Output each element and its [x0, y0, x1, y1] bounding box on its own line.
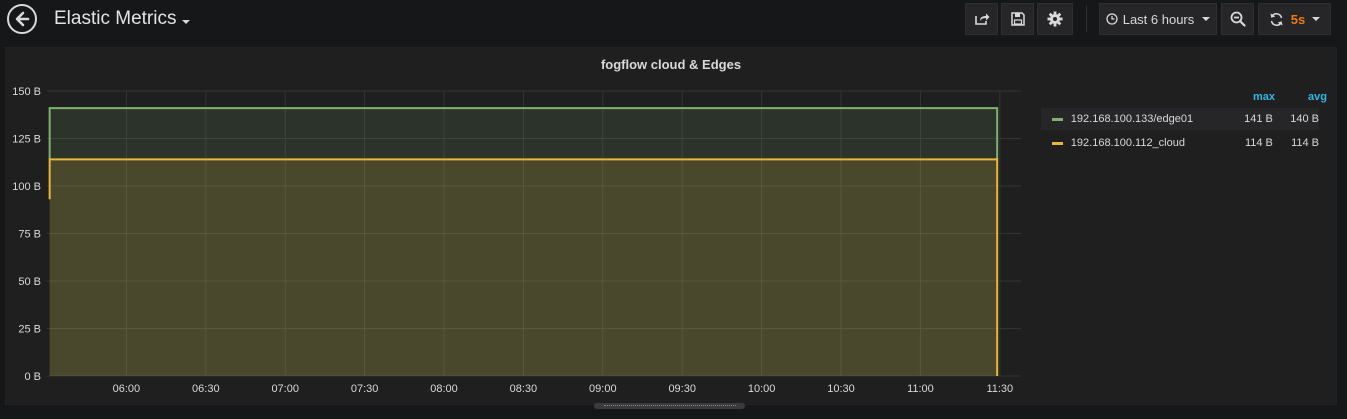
caret-down-icon — [1202, 17, 1211, 21]
series-area — [49, 108, 998, 376]
graph-panel: fogflow cloud & Edges 0 B 25 B 50 B 75 B 100… — [5, 47, 1337, 405]
series-area — [49, 159, 998, 376]
x-tick-label: 11:30 — [986, 383, 1013, 395]
legend-series-max: 141 B — [1244, 113, 1273, 125]
y-tick-label: 50 B — [18, 276, 41, 288]
dashboard-navbar: Elastic Metrics — [0, 0, 1347, 40]
x-tick-label: 10:30 — [827, 383, 855, 395]
back-button[interactable] — [7, 4, 37, 34]
x-tick-label: 08:30 — [510, 383, 538, 395]
legend-series-swatch[interactable] — [1052, 117, 1063, 121]
dashboard-title: Elastic Metrics — [54, 8, 177, 29]
legend-series-avg: 140 B — [1290, 113, 1319, 125]
y-tick-label: 0 B — [24, 371, 41, 383]
legend-series-avg: 114 B — [1291, 137, 1319, 149]
panel-title[interactable]: fogflow cloud & Edges — [600, 57, 742, 72]
legend-series-swatch[interactable] — [1052, 141, 1063, 145]
caret-down-icon — [182, 20, 191, 24]
x-tick-label: 09:00 — [589, 383, 617, 395]
x-tick-label: 11:00 — [907, 383, 934, 395]
panel-resize-handle[interactable] — [594, 403, 745, 409]
settings-button[interactable] — [1037, 3, 1073, 35]
floppy-disk-icon — [1010, 12, 1025, 26]
series-line — [48, 158, 999, 376]
y-tick-label: 75 B — [18, 229, 41, 241]
x-tick-label: 08:00 — [430, 383, 458, 395]
y-tick-label: 125 B — [12, 134, 41, 146]
gear-icon — [1047, 11, 1063, 27]
x-tick-label: 06:30 — [192, 383, 220, 395]
x-tick-label: 07:30 — [351, 383, 379, 395]
x-tick-label: 10:00 — [748, 383, 776, 395]
caret-down-icon — [1312, 17, 1321, 21]
series-line — [48, 107, 999, 160]
legend-series-label[interactable]: 192.168.100.112_cloud — [1070, 137, 1185, 149]
x-tick-label: 06:00 — [113, 383, 141, 395]
refresh-icon — [1270, 12, 1283, 26]
y-tick-label: 25 B — [18, 324, 41, 336]
resize-grip — [603, 404, 736, 408]
share-button[interactable] — [965, 3, 998, 35]
x-tick-label: 09:30 — [668, 383, 696, 395]
time-range-label: Last 6 hours — [1122, 11, 1195, 27]
dashboard-title-dropdown[interactable]: Elastic Metrics — [54, 8, 191, 30]
legend-series-max: 114 B — [1244, 137, 1273, 149]
x-tick-label: 07:00 — [271, 383, 299, 395]
refresh-picker[interactable]: 5s — [1258, 3, 1331, 35]
time-range-picker[interactable]: Last 6 hours — [1099, 3, 1217, 35]
y-tick-label: 100 B — [12, 181, 41, 193]
arrow-left-icon — [15, 11, 30, 27]
navbar-divider — [1086, 6, 1087, 32]
legend-series-label[interactable]: 192.168.100.133/edge01 — [1070, 113, 1194, 125]
share-icon — [974, 13, 989, 25]
legend-series-row[interactable]: 192.168.100.112_cloud 114 B 114 B — [1041, 132, 1319, 154]
refresh-interval: 5s — [1290, 11, 1306, 27]
legend-series-row[interactable]: 192.168.100.133/edge01 141 B 140 B — [1041, 108, 1319, 130]
save-dashboard-button[interactable] — [1001, 3, 1034, 35]
zoom-out-icon — [1230, 11, 1246, 27]
legend-avg-header[interactable]: avg — [1308, 91, 1327, 103]
graph-chart[interactable]: 0 B 25 B 50 B 75 B 100 B 125 B 150 B 06:00 06:30… — [6, 48, 1046, 406]
clock-icon — [1106, 13, 1118, 25]
zoom-out-button[interactable] — [1221, 3, 1254, 35]
y-tick-label: 150 B — [12, 86, 41, 98]
legend-max-header[interactable]: max — [1253, 91, 1276, 103]
